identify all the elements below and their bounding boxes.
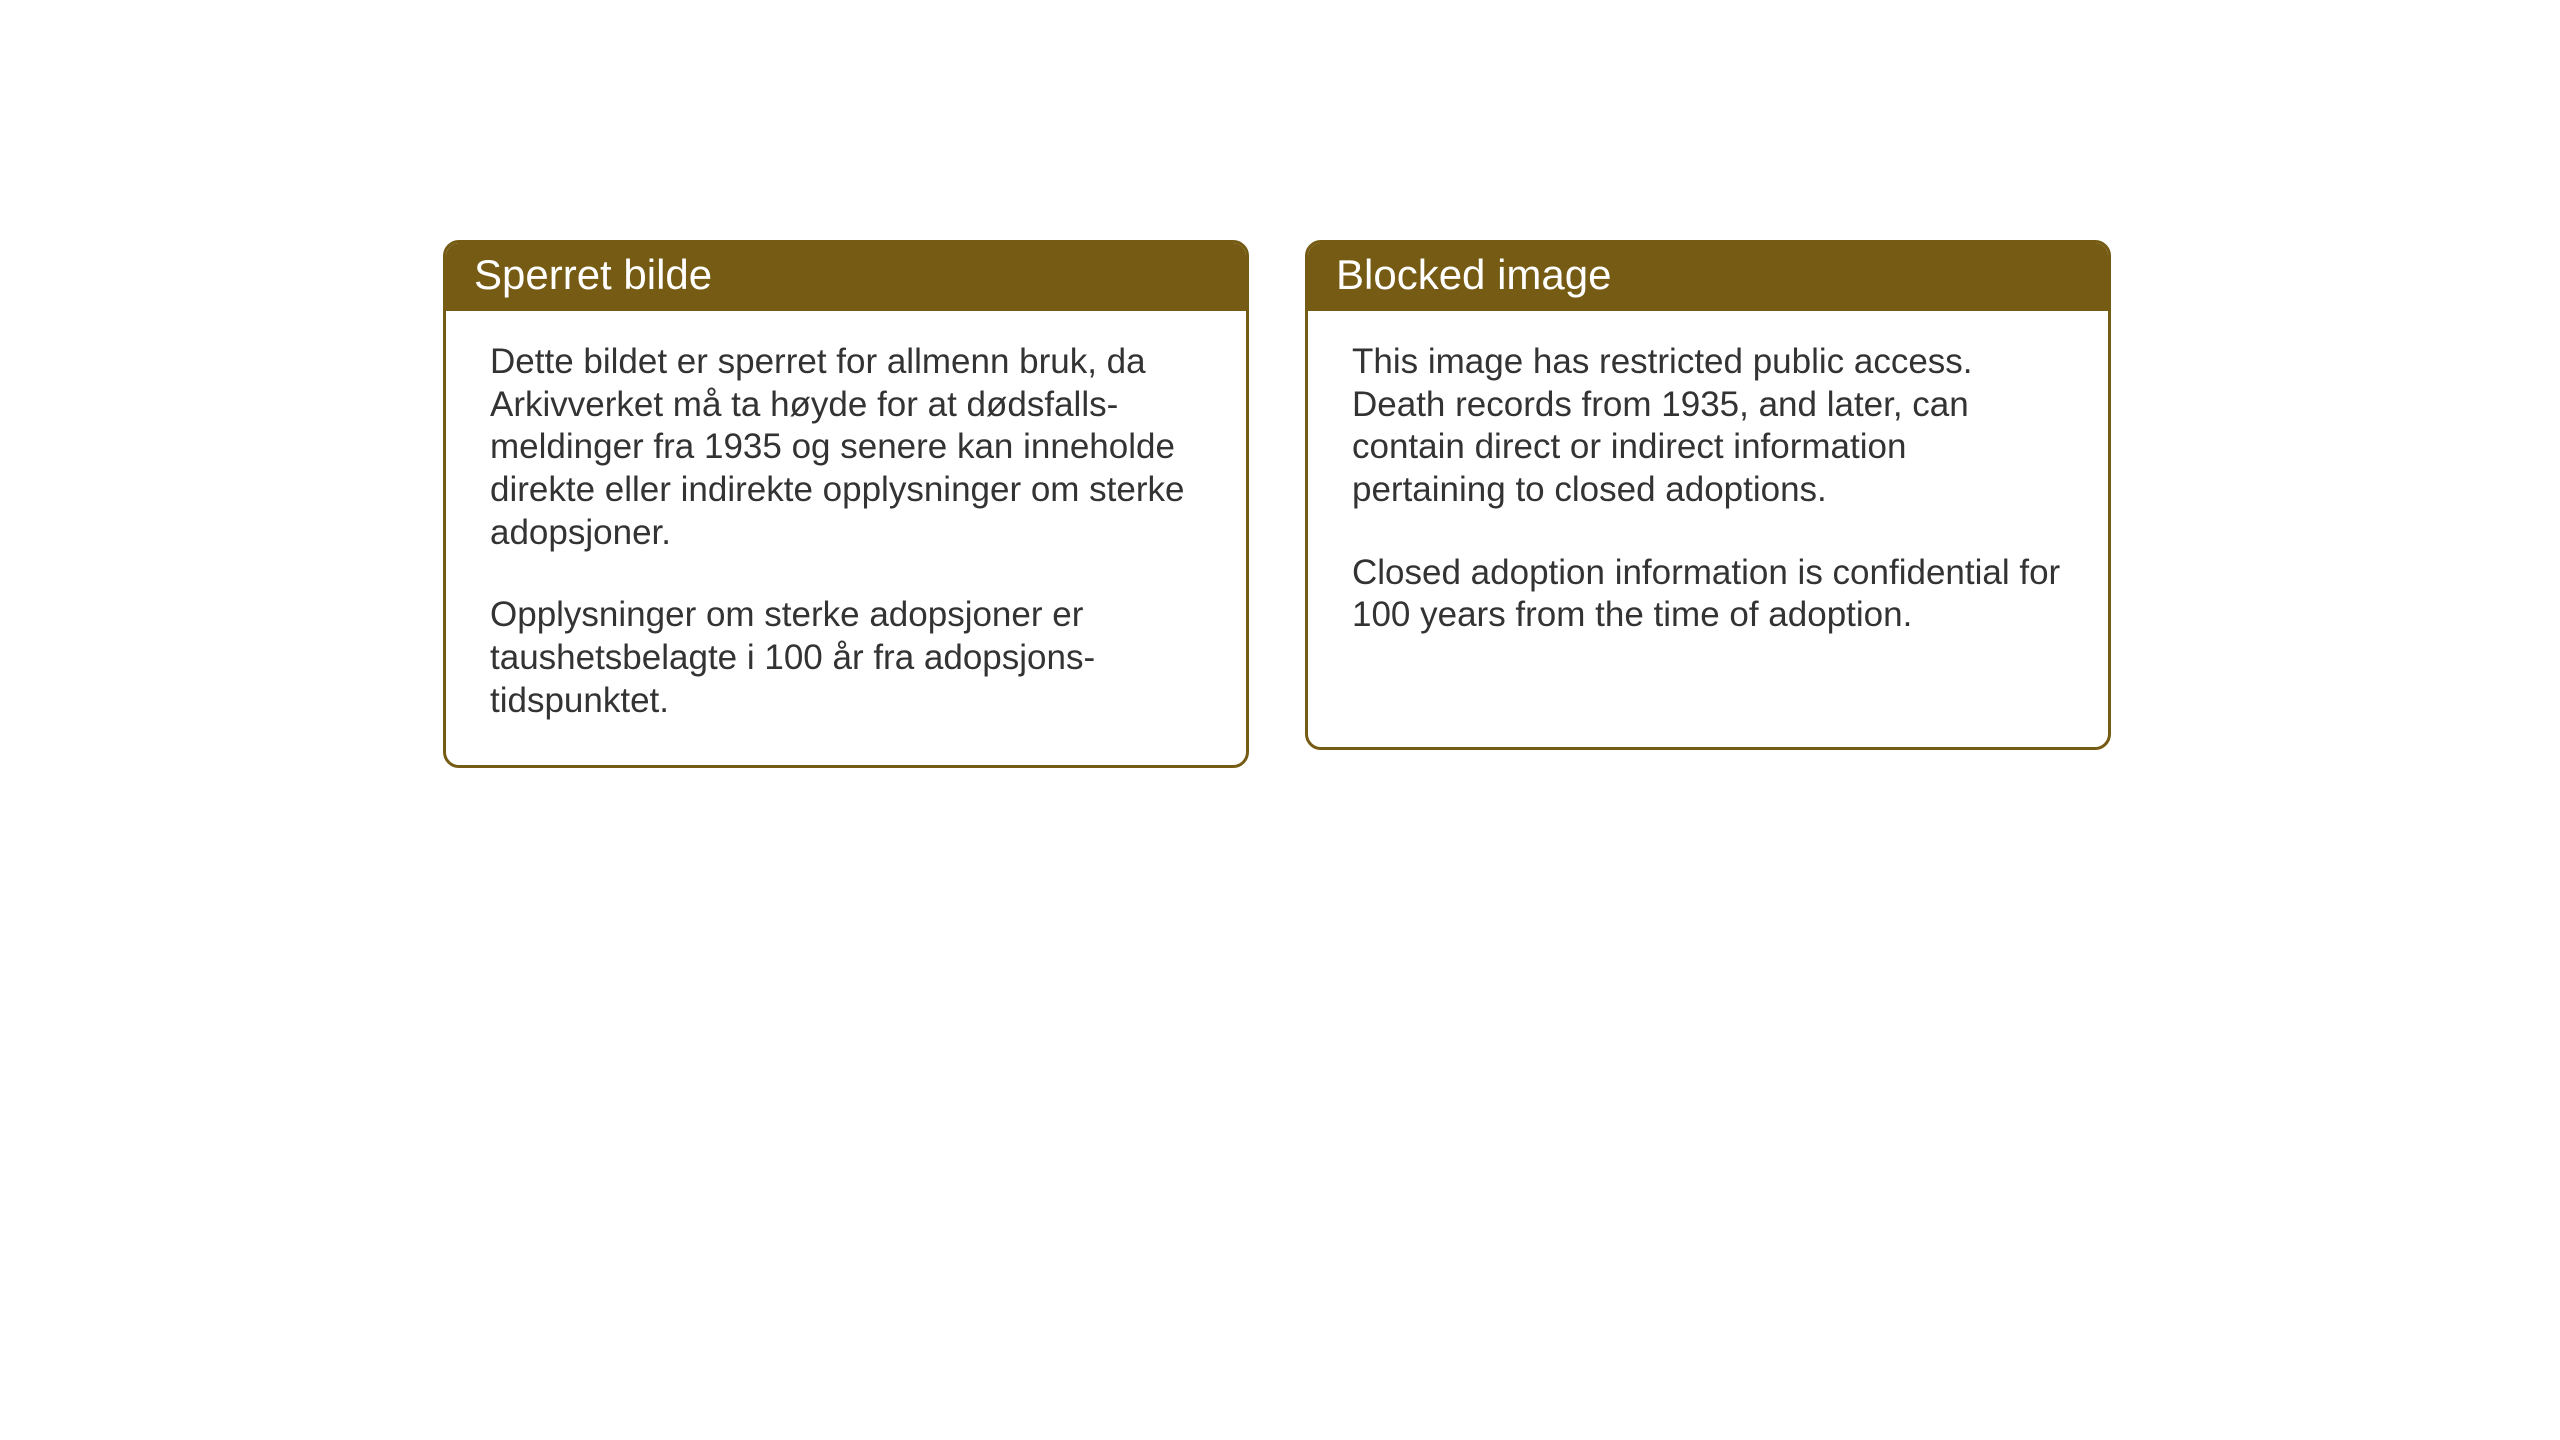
english-paragraph-1: This image has restricted public access.…	[1352, 341, 2064, 512]
english-card-body: This image has restricted public access.…	[1308, 311, 2108, 679]
norwegian-card: Sperret bilde Dette bildet er sperret fo…	[443, 240, 1249, 768]
norwegian-card-body: Dette bildet er sperret for allmenn bruk…	[446, 311, 1246, 765]
english-card-header: Blocked image	[1308, 243, 2108, 311]
english-card: Blocked image This image has restricted …	[1305, 240, 2111, 750]
notice-container: Sperret bilde Dette bildet er sperret fo…	[443, 240, 2111, 768]
english-paragraph-2: Closed adoption information is confident…	[1352, 552, 2064, 637]
norwegian-paragraph-1: Dette bildet er sperret for allmenn bruk…	[490, 341, 1202, 554]
norwegian-paragraph-2: Opplysninger om sterke adopsjoner er tau…	[490, 594, 1202, 722]
norwegian-card-header: Sperret bilde	[446, 243, 1246, 311]
english-card-title: Blocked image	[1336, 251, 1611, 298]
norwegian-card-title: Sperret bilde	[474, 251, 712, 298]
